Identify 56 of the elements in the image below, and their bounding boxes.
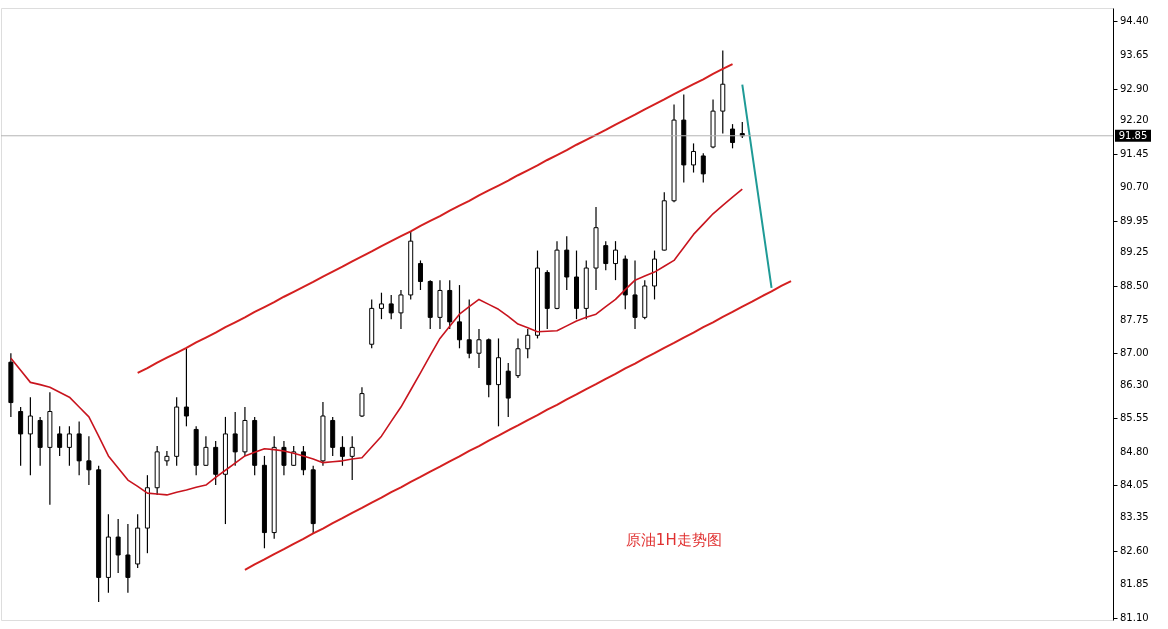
candlestick xyxy=(183,347,189,427)
candlestick xyxy=(359,386,365,418)
line-series xyxy=(136,63,734,374)
candlestick xyxy=(115,518,121,574)
y-tick-label: 90.70 xyxy=(1120,181,1149,193)
candlestick xyxy=(466,298,472,359)
candlestick xyxy=(456,284,462,349)
y-tick-label: 89.95 xyxy=(1120,214,1149,226)
candlestick xyxy=(525,328,531,359)
candlestick xyxy=(27,396,33,476)
candlestick xyxy=(232,411,238,467)
candlestick xyxy=(730,123,736,149)
y-tick-label: 91.45 xyxy=(1120,147,1149,159)
y-tick-label: 86.30 xyxy=(1120,378,1149,390)
candlestick xyxy=(632,259,638,330)
y-tick-label: 92.90 xyxy=(1120,82,1149,94)
candlestick xyxy=(388,294,394,320)
y-tick-label: 87.75 xyxy=(1120,313,1149,325)
candlestick xyxy=(125,523,131,594)
candlestick xyxy=(66,425,72,467)
annotation: 原油1H走势图 xyxy=(625,531,722,550)
y-tick-label: 81.85 xyxy=(1120,578,1149,590)
candlestick xyxy=(603,240,609,271)
line-series xyxy=(741,83,773,289)
y-tick-label: 82.60 xyxy=(1120,544,1149,556)
y-tick-label: 94.40 xyxy=(1120,15,1149,27)
candlestick xyxy=(398,289,404,330)
candlestick xyxy=(476,328,482,369)
y-tick-label: 89.25 xyxy=(1120,246,1149,258)
line-series xyxy=(243,280,793,571)
candlestick xyxy=(378,292,384,320)
candlestick xyxy=(349,435,355,481)
candlestick xyxy=(691,142,697,174)
y-tick-label: 84.80 xyxy=(1120,445,1149,457)
y-tick-label: 88.50 xyxy=(1120,279,1149,291)
candlestick xyxy=(57,425,63,457)
y-tick-label: 93.65 xyxy=(1120,49,1149,61)
line-series xyxy=(10,188,744,496)
candlestick xyxy=(281,440,287,476)
candlestick xyxy=(417,259,423,291)
candlestick xyxy=(86,435,92,486)
candlestick xyxy=(300,445,306,476)
candlestick xyxy=(18,406,24,467)
candlestick xyxy=(339,435,345,467)
ref-line-label: 91.85 xyxy=(1118,129,1148,141)
candlestick xyxy=(291,445,297,467)
y-tick-label: 85.55 xyxy=(1120,412,1149,424)
y-tick-label: 83.35 xyxy=(1120,510,1149,522)
candlestick xyxy=(700,152,706,184)
candlestick xyxy=(164,450,170,467)
y-tick-label: 87.00 xyxy=(1120,347,1149,359)
y-tick-label: 92.20 xyxy=(1120,114,1149,126)
candlestick xyxy=(203,435,209,467)
y-tick-label: 81.10 xyxy=(1120,611,1149,623)
y-tick-label: 84.05 xyxy=(1120,479,1149,491)
candlestick xyxy=(613,240,619,281)
